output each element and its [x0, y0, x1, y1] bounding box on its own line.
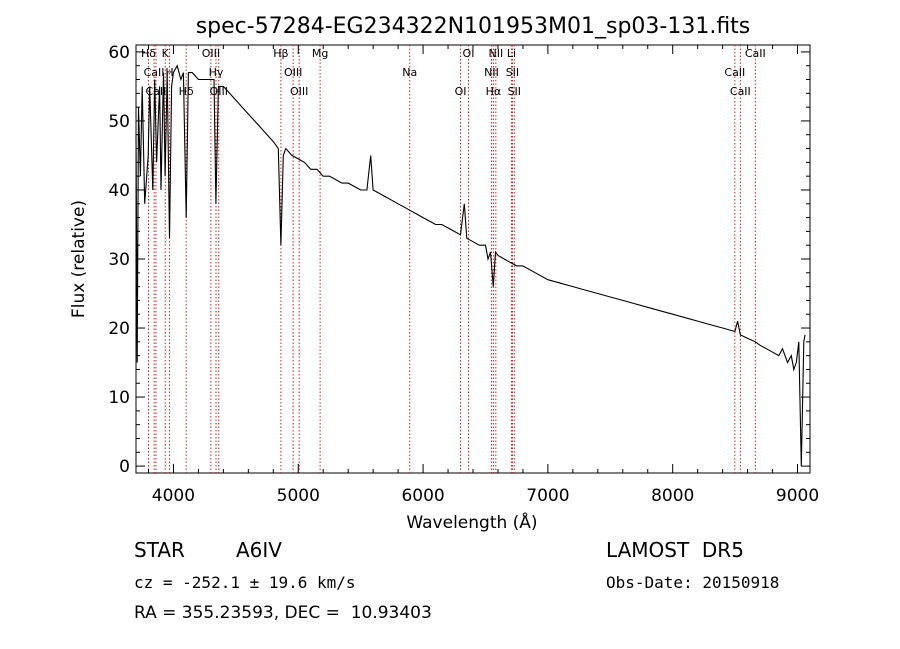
spectral-line-label: CaII — [146, 85, 167, 98]
x-tick-label: 5000 — [277, 486, 320, 506]
chart-title: spec-57284-EG234322N101953M01_sp03-131.f… — [196, 14, 751, 39]
object-class: STAR — [134, 538, 185, 562]
spectral-line-label: OIII — [290, 85, 308, 98]
y-tick-label: 40 — [108, 181, 130, 201]
spectral-line-label: SII — [506, 66, 519, 79]
plot-frame — [135, 44, 811, 474]
spectral-line-label: K — [162, 47, 170, 60]
spectral-line-label: SII — [508, 85, 521, 98]
spectral-line-label: OI — [455, 85, 467, 98]
spectral-subclass: A6IV — [236, 538, 282, 562]
spectral-line-label: Na — [402, 66, 417, 79]
spectral-line-label: H — [165, 66, 173, 79]
x-tick-label: 7000 — [526, 486, 569, 506]
y-tick-label: 30 — [108, 250, 130, 270]
spectral-line-label: OIII — [284, 66, 302, 79]
spectral-line-label: Hδ — [179, 85, 194, 98]
spectral-line-label: NII — [484, 66, 499, 79]
spectral-line-label: CaII — [730, 85, 751, 98]
x-tick-label: 9000 — [776, 486, 819, 506]
observation-date: Obs-Date: 20150918 — [606, 573, 780, 592]
spectrum-line — [135, 64, 806, 467]
axis-ticks: 4000 5000 6000 7000 8000 9000 0 10 20 30 40 50 60 — [108, 43, 819, 506]
spectral-line-label: CaII — [724, 66, 745, 79]
coordinates-readout: RA = 355.23593, DEC = 10.93403 — [134, 603, 432, 623]
spectral-line-label: Hδ — [141, 47, 156, 60]
spectral-line-labels: HδCaIICaIIKHHδOIIIHγOIIIHβOIIIOIIIMgNaOI… — [141, 47, 766, 98]
spectral-line-label: NII — [488, 47, 503, 60]
spectral-line-label: Li — [507, 47, 516, 60]
y-tick-label: 10 — [108, 388, 130, 408]
survey-name: LAMOST DR5 — [606, 538, 744, 562]
x-tick-label: 4000 — [152, 486, 195, 506]
spectral-line-label: OIII — [202, 47, 220, 60]
spectral-line-label: OI — [463, 47, 475, 60]
y-tick-label: 60 — [108, 43, 130, 63]
y-tick-label: 50 — [108, 112, 130, 132]
spectral-line-label: Hα — [486, 85, 502, 98]
spectral-lines — [147, 45, 756, 473]
y-tick-label: 0 — [119, 457, 130, 477]
y-tick-label: 20 — [108, 319, 130, 339]
x-tick-label: 6000 — [401, 486, 444, 506]
redshift-readout: cz = -252.1 ± 19.6 km/s — [134, 573, 356, 592]
spectral-line-label: Hβ — [273, 47, 288, 60]
x-axis-label: Wavelength (Å) — [406, 511, 537, 533]
x-tick-label: 8000 — [651, 486, 694, 506]
spectral-line-label: CaII — [144, 66, 165, 79]
spectral-line-label: CaII — [745, 47, 766, 60]
spectrum-series — [135, 64, 806, 467]
y-axis-label: Flux (relative) — [69, 200, 89, 318]
spectral-line-label: Hγ — [209, 66, 224, 79]
spectral-line-label: Mg — [312, 47, 328, 60]
